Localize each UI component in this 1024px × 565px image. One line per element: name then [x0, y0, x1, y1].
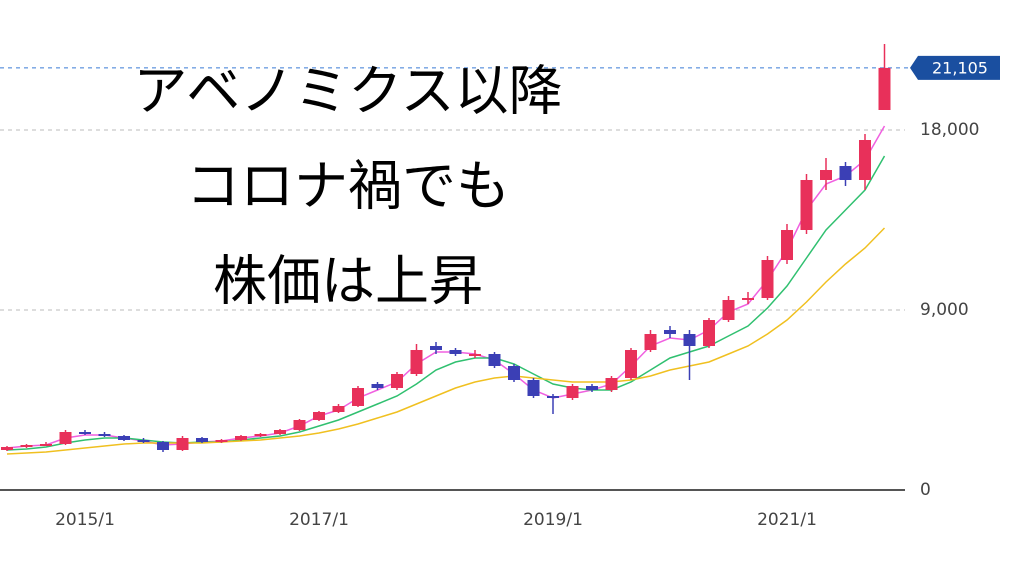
candle-body: [839, 166, 852, 180]
candle-body: [703, 320, 715, 346]
candle-body: [761, 260, 774, 298]
candle-body: [20, 445, 33, 447]
candle-body: [391, 374, 403, 388]
annotation: アベノミクス以降: [133, 60, 562, 123]
candle-body: [371, 384, 384, 388]
x-tick-label: 2019/1: [523, 510, 583, 530]
candle-body: [196, 438, 208, 442]
candle-body: [605, 378, 618, 390]
candle-body: [878, 67, 891, 110]
candle-body: [488, 354, 501, 366]
candle-body: [722, 300, 735, 320]
candle-body: [586, 386, 598, 390]
candle-body: [215, 440, 228, 442]
candle-body: [1, 447, 13, 450]
candle-body: [508, 366, 520, 380]
candle-body: [625, 350, 637, 378]
candle-body: [859, 140, 871, 180]
candle-body: [566, 386, 579, 398]
candle-body: [118, 436, 130, 440]
candle-body: [683, 334, 696, 346]
x-tick-label: 2021/1: [757, 510, 817, 530]
candle-body: [293, 420, 306, 430]
y-tick-label: 9,000: [920, 300, 969, 320]
candle-body: [820, 170, 832, 180]
candle-body: [40, 444, 52, 446]
candle-body: [332, 406, 345, 412]
candle-body: [742, 298, 754, 300]
candle-body: [469, 354, 481, 356]
candle-body: [79, 432, 91, 434]
candle-body: [352, 388, 364, 406]
candle-body: [274, 430, 286, 434]
candle-body: [781, 230, 793, 260]
moving-average: [6, 155, 886, 451]
candle-body: [449, 350, 462, 354]
candle-body: [176, 438, 189, 450]
candle-body: [157, 442, 169, 450]
last-price-label: 21,105: [932, 58, 988, 77]
annotation: 株価は上昇: [213, 250, 483, 313]
candle-body: [98, 434, 111, 436]
y-tick-label: 18,000: [920, 120, 979, 140]
candle-body: [137, 440, 150, 442]
last-price-tag: [910, 55, 1000, 80]
annotation: コロナ禍でも: [186, 155, 510, 218]
candle-body: [800, 180, 813, 230]
candle-body: [527, 380, 540, 396]
y-tick-label: 0: [920, 480, 931, 500]
candle-body: [235, 436, 247, 440]
x-tick-label: 2015/1: [55, 510, 115, 530]
candle-body: [547, 396, 559, 398]
candle-body: [59, 432, 72, 444]
x-tick-label: 2017/1: [289, 510, 349, 530]
candle-body: [254, 434, 267, 436]
moving-average: [6, 227, 886, 455]
candle-body: [410, 350, 423, 374]
candle-body: [644, 334, 657, 350]
candle-body: [313, 412, 325, 420]
candle-body: [664, 330, 676, 334]
candle-body: [430, 346, 442, 350]
